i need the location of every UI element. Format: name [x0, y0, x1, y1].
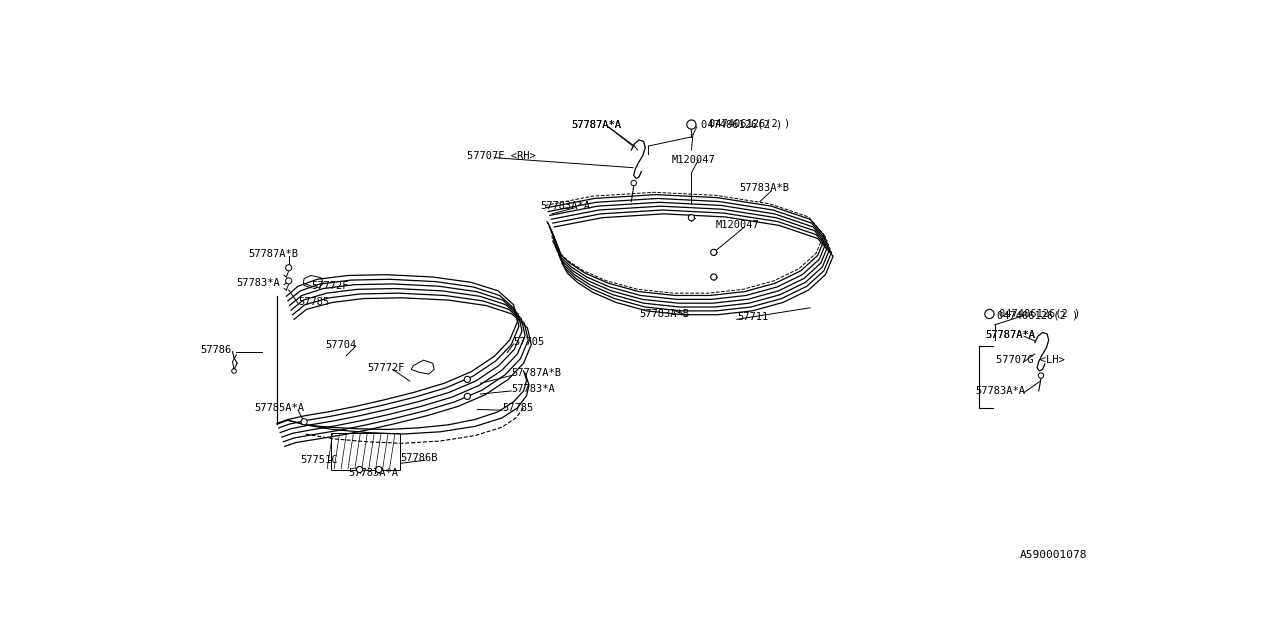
- Text: 57786B: 57786B: [401, 453, 438, 463]
- Circle shape: [301, 419, 307, 425]
- Circle shape: [376, 467, 381, 472]
- Text: 57783A*A: 57783A*A: [540, 201, 590, 211]
- Text: 57787A*A: 57787A*A: [571, 120, 621, 129]
- Text: 57783A*B: 57783A*B: [739, 184, 790, 193]
- Text: 047406126(2 ): 047406126(2 ): [701, 120, 782, 129]
- Circle shape: [1038, 373, 1043, 378]
- Circle shape: [984, 309, 995, 319]
- Text: S: S: [987, 310, 992, 319]
- Text: 57707G <LH>: 57707G <LH>: [996, 355, 1065, 365]
- Circle shape: [232, 369, 237, 373]
- Circle shape: [631, 180, 636, 186]
- Text: 57787A*A: 57787A*A: [986, 330, 1036, 340]
- Text: 57705: 57705: [513, 337, 545, 348]
- Text: 57786: 57786: [200, 345, 232, 355]
- Circle shape: [687, 120, 696, 129]
- Text: A590001078: A590001078: [1020, 550, 1087, 561]
- Text: M120047: M120047: [716, 220, 760, 230]
- Text: 047406126(2 ): 047406126(2 ): [1000, 309, 1080, 319]
- Circle shape: [689, 214, 695, 221]
- Text: 57783*A: 57783*A: [511, 383, 556, 394]
- Text: 57787A*A: 57787A*A: [571, 120, 621, 129]
- Circle shape: [710, 274, 717, 280]
- Text: 57785: 57785: [298, 296, 329, 307]
- Text: 57787A*B: 57787A*B: [511, 368, 561, 378]
- Text: 57787A*B: 57787A*B: [248, 249, 298, 259]
- Circle shape: [285, 278, 292, 284]
- Text: 57783A*A: 57783A*A: [348, 468, 398, 478]
- Text: 57707F <RH>: 57707F <RH>: [467, 151, 536, 161]
- Circle shape: [465, 376, 471, 383]
- Circle shape: [465, 393, 471, 399]
- Text: 57704: 57704: [325, 340, 356, 349]
- Text: 57783A*A: 57783A*A: [975, 386, 1025, 396]
- Circle shape: [356, 467, 362, 472]
- Text: S: S: [689, 120, 694, 129]
- Text: 57772F: 57772F: [311, 281, 348, 291]
- Text: 57787A*A: 57787A*A: [986, 330, 1036, 340]
- Text: 57751C: 57751C: [301, 455, 338, 465]
- Text: 57785A*A: 57785A*A: [253, 403, 305, 413]
- Circle shape: [285, 265, 292, 271]
- Text: M120047: M120047: [672, 155, 716, 165]
- Text: 57772F: 57772F: [367, 363, 404, 373]
- Text: 57711: 57711: [737, 312, 768, 322]
- Text: 57783*A: 57783*A: [237, 278, 280, 288]
- Text: 047406126(2 ): 047406126(2 ): [997, 310, 1078, 321]
- Text: 57783A*B: 57783A*B: [639, 309, 689, 319]
- Text: 57785: 57785: [502, 403, 534, 413]
- Circle shape: [710, 249, 717, 255]
- Text: 047406126(2 ): 047406126(2 ): [709, 118, 790, 128]
